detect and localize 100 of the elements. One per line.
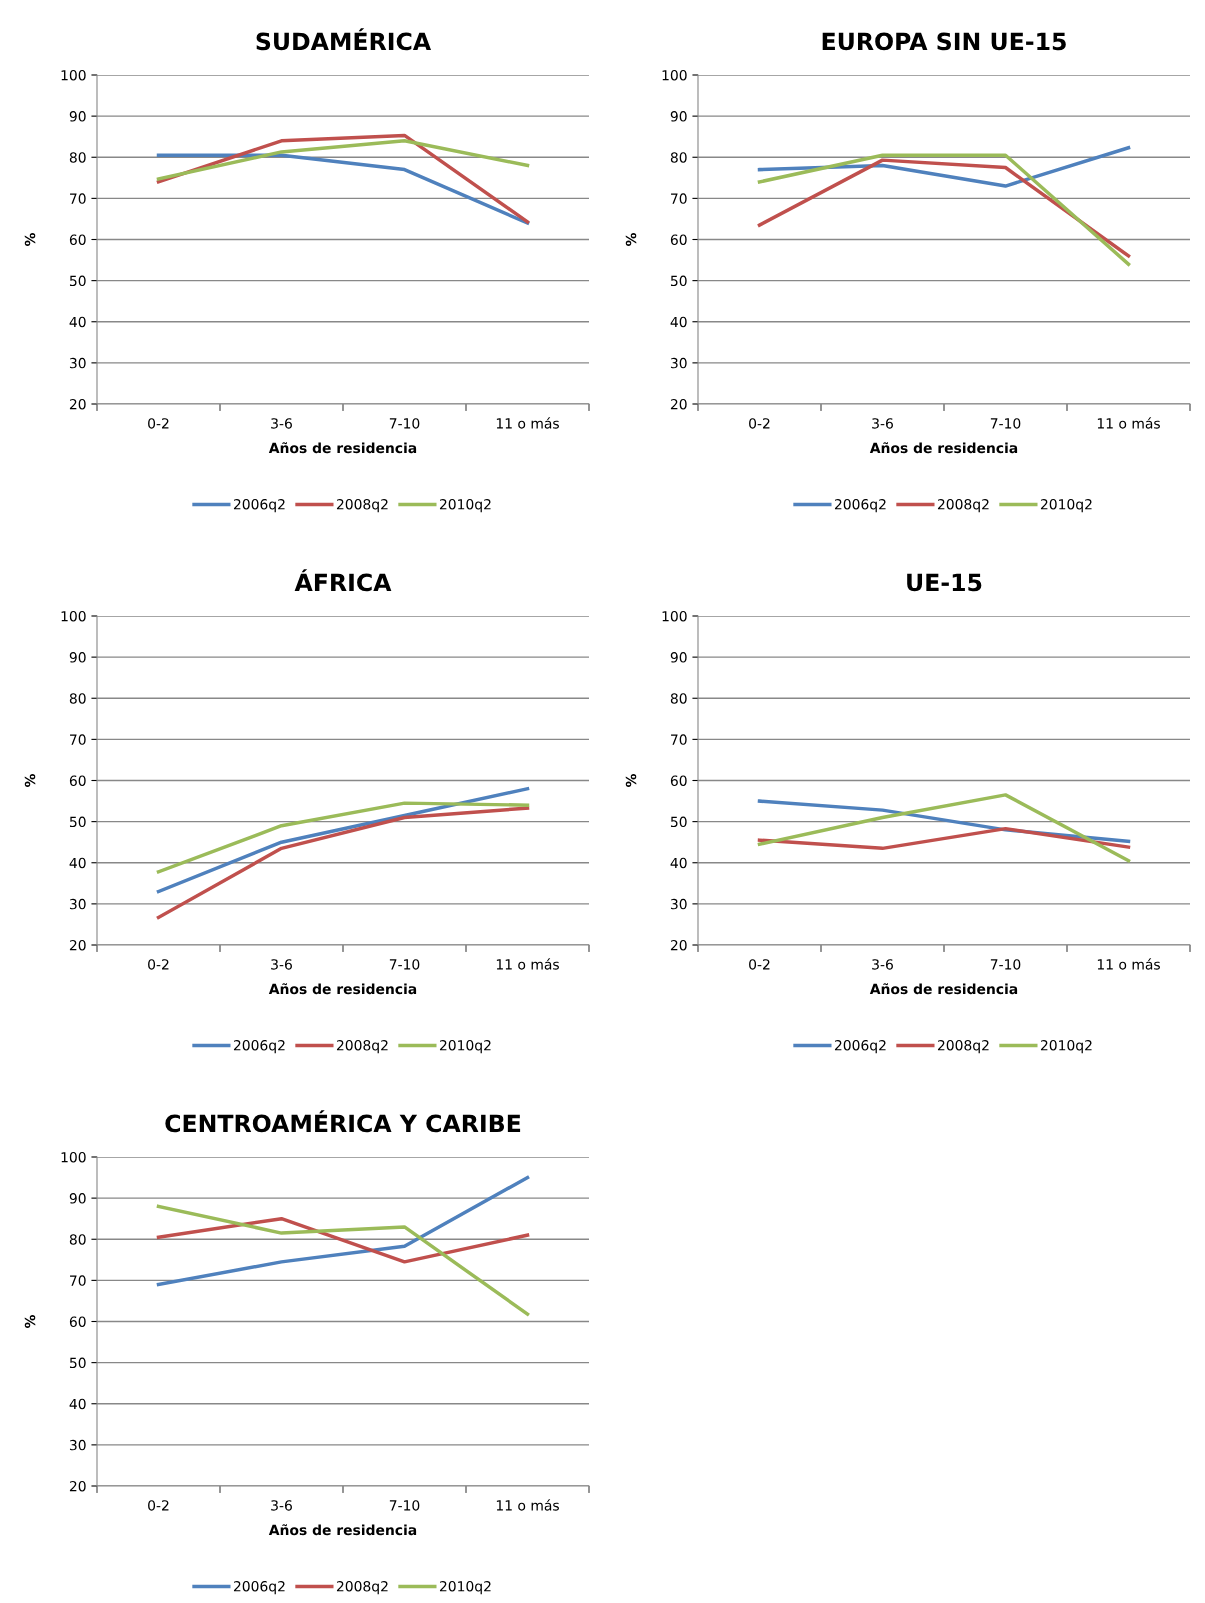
y-tick-label: 90	[670, 652, 687, 663]
y-axis-title: %	[24, 1314, 36, 1329]
y-tick-label: 30	[670, 357, 687, 369]
x-tick-label: 7-10	[990, 418, 1021, 429]
y-tick-label: 70	[671, 734, 687, 745]
y-axis-title: %	[625, 773, 637, 788]
x-tick-label: 3-6	[872, 959, 893, 970]
x-tick-label: 7-10	[389, 1500, 420, 1511]
chart-title: EUROPA SIN UE-15	[822, 32, 1066, 51]
line-series	[757, 146, 1131, 188]
legend-label: 2006q2	[834, 499, 886, 513]
legend-label: 2006q2	[233, 499, 285, 513]
chart-title: ÁFRICA	[294, 569, 392, 592]
x-axis-title: Años de residencia	[268, 442, 417, 454]
y-tick-label: 40	[69, 857, 86, 869]
y-tick-label: 90	[69, 652, 86, 663]
y-tick-label: 30	[69, 898, 86, 910]
x-tick-label: 3-6	[271, 959, 292, 970]
y-tick-label: 70	[70, 734, 86, 745]
x-tick-label: 7-10	[389, 959, 420, 970]
y-tick-label: 100	[662, 69, 687, 81]
y-tick-label: 60	[69, 234, 86, 245]
x-tick-label: 11 o más	[1097, 417, 1160, 429]
y-tick-label: 80	[69, 1234, 86, 1245]
legend-label: 2008q2	[937, 1040, 989, 1054]
y-tick-label: 20	[670, 939, 687, 951]
x-axis-title: Años de residencia	[268, 1524, 417, 1536]
y-tick-label: 60	[670, 234, 687, 245]
y-tick-label: 60	[69, 1316, 86, 1327]
legend-label: 2008q2	[937, 499, 989, 513]
y-tick-label: 90	[69, 1193, 86, 1204]
x-tick-label: 11 o más	[1097, 958, 1160, 970]
legend-label: 2006q2	[233, 1040, 285, 1054]
legend-label: 2010q2	[439, 1581, 491, 1595]
x-tick-label: 0-2	[749, 418, 770, 429]
y-tick-label: 20	[69, 398, 86, 410]
y-axis-title: %	[24, 773, 36, 788]
chart-title: SUDAMÉRICA	[256, 28, 432, 51]
x-tick-label: 0-2	[749, 959, 770, 970]
line-series	[156, 806, 530, 920]
line-series	[156, 1204, 530, 1316]
line-series	[156, 1175, 530, 1287]
legend-label: 2008q2	[336, 1581, 388, 1595]
legend-label: 2010q2	[1040, 1040, 1092, 1054]
y-tick-label: 60	[670, 775, 687, 786]
legend-label: 2010q2	[439, 1040, 491, 1054]
x-tick-label: 7-10	[990, 959, 1021, 970]
x-tick-label: 11 o más	[496, 417, 559, 429]
y-tick-label: 100	[61, 1151, 86, 1163]
y-tick-label: 40	[670, 316, 687, 328]
y-tick-label: 50	[69, 1357, 86, 1369]
legend-label: 2010q2	[1040, 499, 1092, 513]
x-tick-label: 7-10	[389, 418, 420, 429]
line-series	[156, 139, 530, 181]
x-tick-label: 0-2	[148, 1500, 169, 1511]
x-tick-label: 11 o más	[496, 958, 559, 970]
y-tick-label: 20	[69, 1480, 86, 1492]
y-tick-label: 30	[670, 898, 687, 910]
x-axis-title: Años de residencia	[268, 983, 417, 995]
y-tick-label: 50	[69, 275, 86, 287]
x-tick-label: 0-2	[148, 418, 169, 429]
y-tick-label: 50	[670, 816, 687, 828]
y-tick-label: 70	[70, 193, 86, 204]
line-series	[156, 801, 530, 874]
x-axis-title: Años de residencia	[869, 442, 1018, 454]
y-tick-label: 100	[662, 610, 687, 622]
legend-label: 2006q2	[834, 1040, 886, 1054]
y-tick-label: 80	[670, 693, 687, 704]
y-tick-label: 70	[70, 1275, 86, 1286]
y-axis-title: %	[24, 232, 36, 247]
y-tick-label: 50	[670, 275, 687, 287]
y-tick-label: 40	[670, 857, 687, 869]
y-tick-label: 100	[61, 69, 86, 81]
line-series	[757, 826, 1131, 851]
y-tick-label: 20	[670, 398, 687, 410]
x-tick-label: 3-6	[271, 418, 292, 429]
y-tick-label: 80	[69, 693, 86, 704]
line-series	[757, 793, 1131, 863]
legend-label: 2008q2	[336, 1040, 388, 1054]
y-tick-label: 40	[69, 1398, 86, 1410]
y-tick-label: 80	[670, 152, 687, 163]
y-tick-label: 90	[670, 111, 687, 122]
y-tick-label: 80	[69, 152, 86, 163]
legend-label: 2006q2	[233, 1581, 285, 1595]
y-axis-title: %	[625, 232, 637, 247]
x-tick-label: 3-6	[872, 418, 893, 429]
y-tick-label: 40	[69, 316, 86, 328]
y-tick-label: 30	[69, 357, 86, 369]
y-tick-label: 100	[61, 610, 86, 622]
x-tick-label: 3-6	[271, 1500, 292, 1511]
line-series	[156, 1216, 530, 1264]
y-tick-label: 70	[671, 193, 687, 204]
chart-title: UE-15	[907, 573, 982, 592]
y-tick-label: 30	[69, 1439, 86, 1451]
x-tick-label: 0-2	[148, 959, 169, 970]
chart-title: CENTROAMÉRICA Y CARIBE	[165, 1110, 521, 1133]
y-tick-label: 20	[69, 939, 86, 951]
x-axis-title: Años de residencia	[869, 983, 1018, 995]
legend-label: 2010q2	[439, 499, 491, 513]
y-tick-label: 60	[69, 775, 86, 786]
